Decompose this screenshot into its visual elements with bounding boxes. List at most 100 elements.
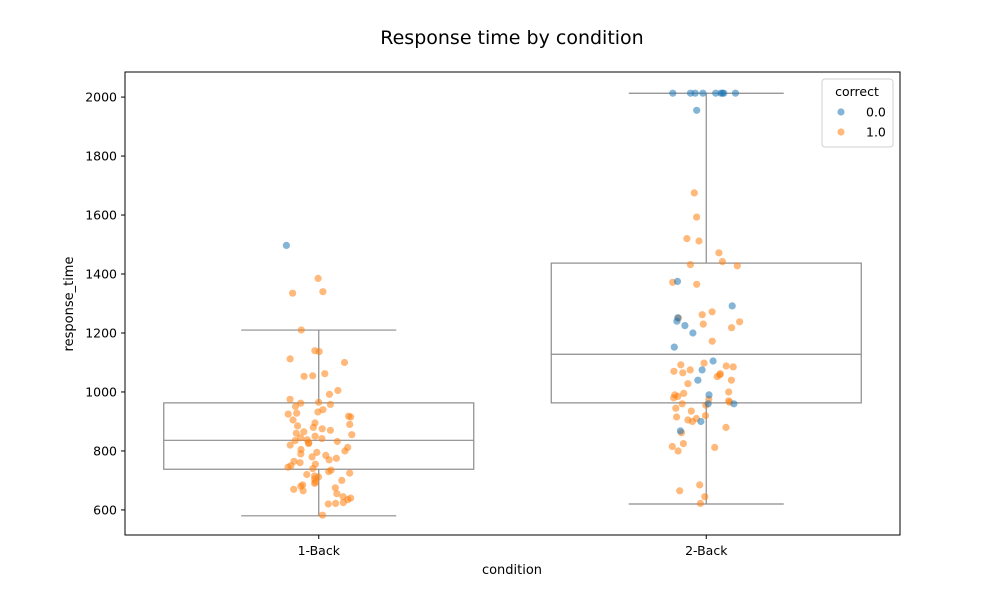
data-point-correct-1 [676,487,684,495]
data-point-correct-1 [722,362,730,370]
data-point-correct-0 [673,277,682,285]
data-point-correct-1 [308,453,316,461]
data-point-correct-1 [297,326,305,334]
data-point-correct-0 [705,391,713,399]
data-point-correct-1 [346,420,354,428]
data-point-correct-1 [687,407,695,415]
chart-title: Response time by condition [380,27,643,49]
data-point-correct-1 [325,468,333,476]
data-point-correct-1 [338,476,346,484]
data-point-correct-1 [318,511,327,519]
y-tick-label: 600 [93,502,117,517]
data-point-correct-1 [324,500,332,508]
axes-layer: 600 800 1000 1200 1400 1600 1800 2000 1-Back 2-Ba… [85,71,901,558]
data-point-correct-1 [696,481,704,489]
data-point-correct-1 [326,400,334,408]
y-tick-label: 1000 [85,384,117,399]
data-point-correct-1 [290,485,298,493]
data-point-correct-1 [679,369,687,377]
data-point-correct-1 [326,426,334,434]
data-point-correct-1 [715,249,723,257]
data-point-correct-1 [713,373,721,381]
data-point-correct-1 [303,470,311,479]
x-tick-label: 1-Back [298,543,341,558]
data-point-correct-0 [670,343,678,351]
data-point-correct-1 [670,394,678,402]
data-point-correct-0 [699,89,707,97]
data-point-correct-0 [717,89,725,97]
data-point-correct-1 [315,398,323,406]
data-point-correct-1 [333,490,341,498]
data-point-correct-1 [673,413,681,421]
data-point-correct-1 [299,487,307,495]
data-point-correct-1 [678,400,686,408]
data-point-correct-1 [347,413,355,421]
data-point-correct-1 [309,465,317,473]
data-point-correct-0 [686,89,695,97]
data-point-correct-1 [700,359,708,367]
data-point-correct-1 [683,235,691,243]
data-point-correct-1 [286,355,294,363]
data-point-correct-1 [668,442,676,451]
data-point-correct-1 [319,288,327,296]
data-point-correct-0 [282,241,290,249]
data-point-correct-1 [284,463,292,471]
data-point-correct-1 [340,358,349,367]
data-point-correct-1 [297,450,305,458]
data-point-correct-1 [334,386,342,395]
data-point-correct-0 [669,89,677,97]
data-point-correct-1 [670,367,678,375]
data-point-correct-1 [693,213,701,221]
data-point-correct-0 [712,89,720,97]
data-point-correct-1 [711,443,719,451]
y-tick-label: 1800 [85,149,117,164]
x-axis-label: condition [482,563,542,578]
data-point-correct-1 [332,454,340,462]
data-point-correct-0 [693,106,701,114]
y-tick-label: 2000 [85,90,117,105]
data-point-correct-1 [686,366,694,374]
data-point-correct-0 [694,376,702,384]
y-axis-label: response_time [62,257,77,352]
data-point-correct-1 [728,324,736,332]
data-point-correct-1 [684,380,692,388]
data-point-correct-1 [690,189,698,197]
data-point-correct-1 [296,459,304,467]
data-point-correct-1 [291,437,299,445]
data-point-correct-1 [701,412,710,420]
data-point-correct-1 [680,389,688,397]
data-point-correct-1 [284,410,292,418]
x-tick-label: 2-Back [685,543,728,558]
data-point-correct-1 [314,274,322,282]
data-point-correct-1 [729,363,737,371]
data-point-correct-0 [676,427,685,435]
data-point-correct-1 [332,499,340,507]
data-point-correct-0 [709,357,717,365]
legend-label: 0.0 [866,105,886,120]
y-tick-label: 800 [93,443,117,458]
data-point-correct-1 [733,262,741,270]
data-point-correct-1 [289,416,297,424]
data-point-correct-1 [699,320,707,328]
data-point-correct-1 [701,493,709,501]
data-point-correct-1 [318,425,326,433]
data-point-correct-1 [300,372,308,380]
legend-marker [837,128,845,136]
data-point-correct-1 [727,376,736,384]
data-point-correct-1 [325,456,333,464]
data-point-correct-0 [689,329,697,337]
data-point-correct-1 [686,261,695,269]
data-point-correct-1 [736,318,744,326]
data-point-correct-1 [321,370,329,378]
data-point-correct-1 [339,499,347,507]
data-point-correct-1 [325,390,334,398]
data-point-correct-1 [722,423,730,431]
data-point-correct-1 [708,337,716,345]
data-point-correct-1 [672,404,680,412]
data-point-correct-1 [318,435,326,443]
data-point-correct-1 [698,311,706,319]
data-point-correct-1 [297,434,305,442]
data-point-correct-1 [331,484,339,492]
